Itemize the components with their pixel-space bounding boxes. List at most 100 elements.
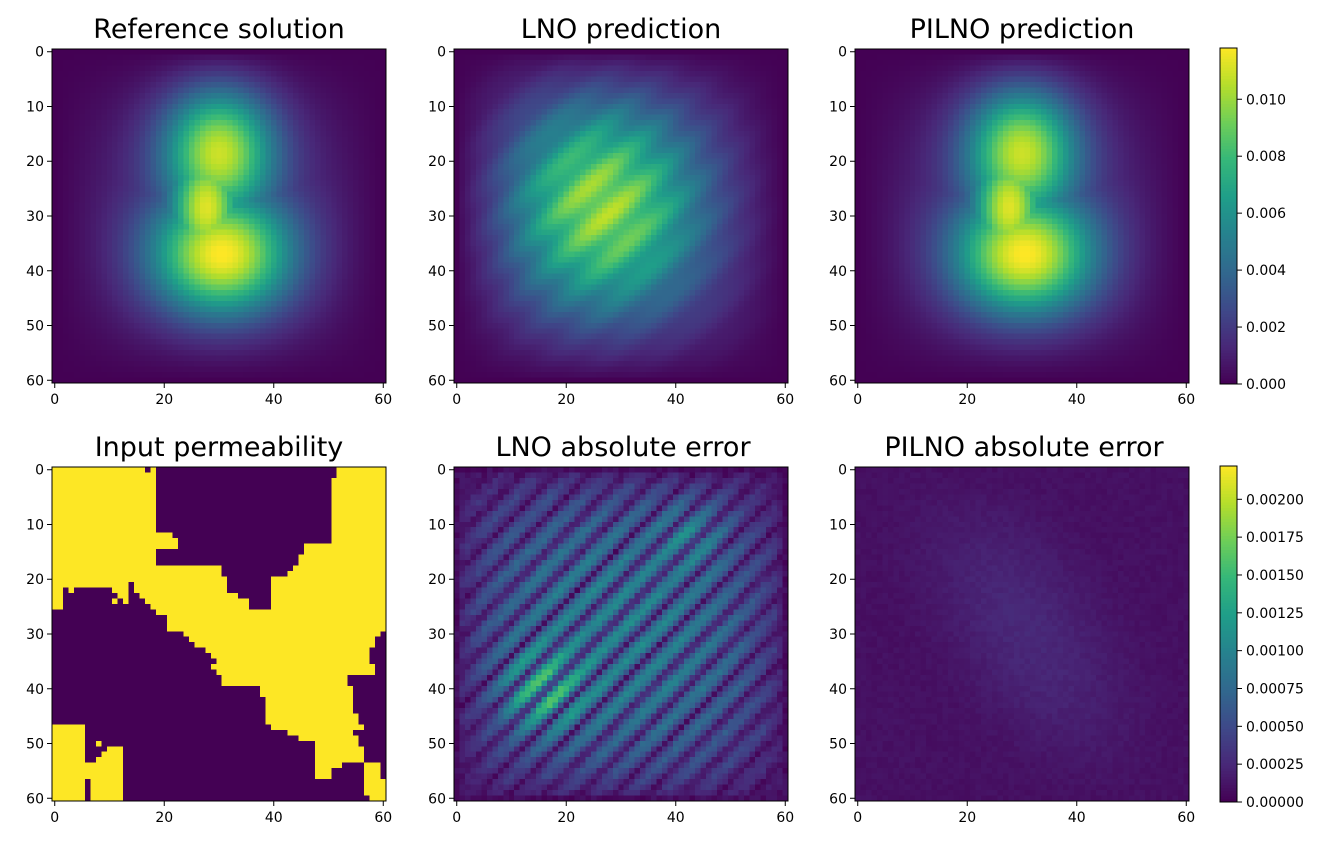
heatmap-cell (536, 49, 543, 56)
heatmap-cell (79, 278, 86, 286)
heatmap-cell (188, 339, 195, 346)
heatmap-cell (227, 131, 234, 138)
heatmap-cell (265, 344, 272, 351)
heatmap-cell (128, 103, 135, 110)
heatmap-cell (590, 109, 597, 116)
heatmap-cell (541, 49, 548, 56)
heatmap-cell (651, 65, 658, 72)
heatmap-cell (314, 268, 321, 275)
heatmap-cell (309, 306, 316, 313)
heatmap-cell (760, 103, 767, 110)
heatmap-cell (172, 147, 179, 154)
heatmap-cell (298, 98, 305, 105)
heatmap-cell (689, 147, 696, 154)
panel-title: LNO prediction (521, 14, 722, 45)
heatmap-cell (73, 224, 80, 231)
heatmap-cell (243, 218, 250, 225)
heatmap-cell (325, 377, 332, 384)
heatmap-cell (459, 114, 466, 121)
heatmap-cell (112, 49, 119, 56)
heatmap-cell (123, 136, 130, 143)
heatmap-cell (320, 328, 327, 335)
heatmap-cell (645, 87, 652, 94)
heatmap-cell (265, 333, 272, 340)
heatmap-cell (134, 98, 141, 105)
heatmap-cell (568, 98, 576, 105)
heatmap-cell (530, 65, 537, 72)
heatmap-cell (271, 147, 278, 154)
heatmap-cell (161, 339, 168, 346)
heatmap-cell (52, 317, 59, 324)
heatmap-cell (106, 142, 113, 149)
heatmap-cell (249, 163, 256, 171)
heatmap-cell (139, 196, 146, 203)
heatmap-cell (172, 295, 179, 302)
heatmap-cell (90, 114, 97, 121)
heatmap-cell (325, 49, 332, 56)
heatmap-cell (73, 377, 80, 384)
heatmap-cell (57, 377, 64, 384)
heatmap-cell (68, 131, 75, 138)
heatmap-cell (678, 142, 685, 149)
heatmap-cell (95, 142, 102, 149)
heatmap-cell (112, 131, 119, 138)
heatmap-cell (634, 54, 641, 61)
heatmap-cell (254, 131, 261, 138)
heatmap-cell (596, 142, 603, 149)
heatmap-cell (232, 185, 239, 192)
heatmap-cell (738, 142, 745, 149)
heatmap-cell (156, 81, 163, 88)
heatmap-cell (331, 191, 338, 198)
heatmap-cell (292, 246, 299, 253)
heatmap-cell (183, 125, 190, 132)
heatmap-cell (342, 355, 349, 362)
heatmap-cell (150, 131, 157, 138)
heatmap-cell (336, 229, 343, 236)
heatmap-cell (260, 344, 267, 351)
heatmap-cell (73, 49, 80, 56)
heatmap-cell (683, 87, 691, 94)
heatmap-cell (320, 372, 327, 379)
heatmap-cell (287, 202, 294, 209)
heatmap-cell (128, 339, 135, 346)
heatmap-cell (145, 224, 152, 231)
heatmap-cell (62, 98, 70, 105)
heatmap-cell (79, 87, 86, 94)
heatmap-cell (123, 278, 130, 286)
heatmap-cell (683, 142, 691, 149)
heatmap-cell (265, 158, 272, 165)
heatmap-cell (57, 207, 64, 214)
heatmap-cell (298, 235, 305, 242)
heatmap-cell (188, 251, 195, 258)
heatmap-cell (112, 355, 119, 362)
heatmap-cell (716, 65, 723, 72)
heatmap-cell (375, 158, 382, 165)
heatmap-cell (128, 273, 135, 280)
heatmap-cell (238, 153, 245, 160)
heatmap-cell (369, 344, 376, 351)
heatmap-cell (254, 76, 261, 83)
heatmap-cell (276, 229, 283, 236)
heatmap-cell (177, 54, 185, 61)
heatmap-cell (519, 109, 526, 116)
heatmap-cell (618, 114, 625, 121)
heatmap-cell (336, 300, 343, 307)
heatmap-cell (101, 278, 108, 286)
heatmap-cell (84, 355, 91, 362)
heatmap-cell (336, 213, 343, 220)
heatmap-cell (73, 350, 80, 357)
heatmap-cell (188, 328, 195, 335)
heatmap-cell (612, 131, 619, 138)
heatmap-cell (166, 322, 174, 329)
heatmap-cell (62, 196, 70, 203)
heatmap-cell (117, 196, 124, 203)
heatmap-cell (508, 125, 515, 132)
heatmap-cell (276, 306, 283, 313)
heatmap-cell (292, 131, 299, 138)
heatmap-cell (188, 289, 195, 296)
heatmap-cell (325, 218, 332, 225)
heatmap-cell (364, 295, 371, 302)
heatmap-cell (369, 87, 376, 94)
heatmap-cell (183, 295, 190, 302)
heatmap-cell (112, 366, 119, 373)
